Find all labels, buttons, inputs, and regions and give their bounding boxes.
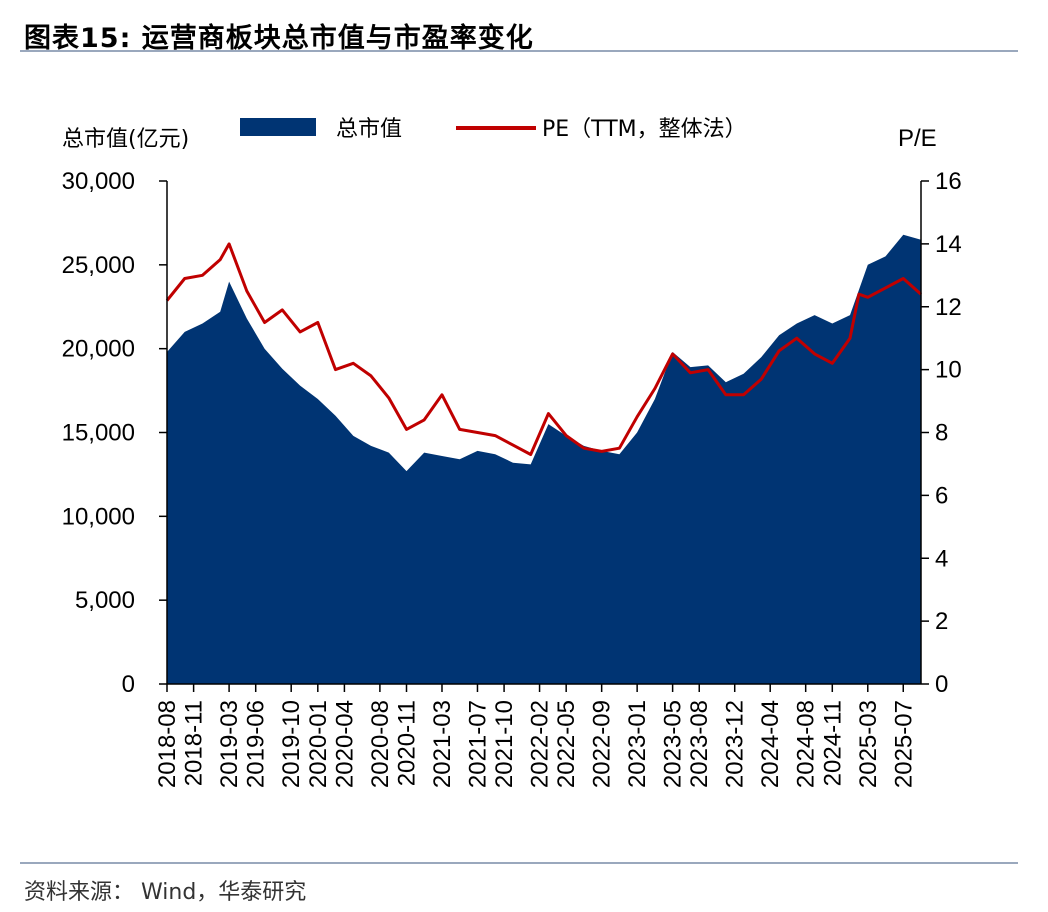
x-tick-label: 2024-08 [793,700,820,788]
x-tick-label: 2019-10 [278,700,305,788]
top-divider [20,50,1018,52]
x-tick-label: 2020-01 [305,700,332,788]
x-tick-label: 2024-04 [757,700,784,788]
right-tick-label: 8 [935,420,948,447]
figure-title: 图表15: 运营商板块总市值与市盈率变化 [24,23,534,54]
legend-label-pe: PE（TTM，整体法） [542,117,747,142]
left-tick-label: 15,000 [62,420,135,447]
left-tick-label: 5,000 [75,587,135,614]
legend-label-market-cap: 总市值 [336,117,402,142]
right-tick-label: 2 [935,608,948,635]
left-axis-title: 总市值(亿元) [62,127,189,152]
x-tick-label: 2023-01 [624,700,651,788]
source-note: 资料来源： Wind，华泰研究 [24,880,307,905]
x-tick-label: 2021-03 [429,700,456,788]
right-tick-label: 4 [935,545,948,572]
x-tick-label: 2022-05 [553,700,580,788]
legend-swatch-market-cap [240,118,316,136]
x-tick-label: 2023-08 [686,700,713,788]
left-tick-label: 30,000 [62,168,135,195]
x-tick-label: 2022-09 [589,700,616,788]
x-tick-label: 2023-12 [722,700,749,788]
x-tick-label: 2025-03 [855,700,882,788]
right-tick-label: 14 [935,231,962,258]
x-tick-label: 2018-08 [154,700,181,788]
x-tick-label: 2020-04 [331,700,358,788]
x-tick-label: 2023-05 [660,700,687,788]
legend: 总市值 PE（TTM，整体法） [240,117,747,142]
x-tick-label: 2024-11 [819,700,846,786]
x-tick-label: 2019-03 [216,700,243,788]
right-tick-label: 6 [935,482,948,509]
x-tick-label: 2021-10 [491,700,518,788]
pe-line-layer [165,242,922,456]
x-tick-label: 2022-02 [527,700,554,788]
right-tick-label: 12 [935,294,962,321]
bottom-divider [20,862,1018,864]
left-tick-label: 20,000 [62,336,135,363]
right-tick-label: 10 [935,357,962,384]
axes-layer: 0 5,000 10,000 15,000 20,000 25,000 30,000 0 2 4 6… [62,125,962,788]
market-cap-area [167,234,921,684]
left-tick-label: 10,000 [62,503,135,530]
x-tick-label: 2018-11 [181,700,208,786]
x-tick-label: 2019-06 [243,700,270,788]
x-tick-label: 2025-07 [890,700,917,788]
right-tick-label: 16 [935,168,962,195]
market-cap-area-layer [167,234,921,684]
left-tick-label: 0 [122,671,135,698]
x-tick-label: 2020-11 [394,700,421,786]
pe-line [165,242,922,456]
right-tick-label: 0 [935,671,948,698]
left-tick-label: 25,000 [62,252,135,279]
x-tick-label: 2020-08 [367,700,394,788]
x-tick-label: 2021-07 [465,700,492,788]
figure-header: 图表15: 运营商板块总市值与市盈率变化 [20,8,1020,54]
right-axis-title: P/E [898,125,937,152]
chart-canvas: 0 5,000 10,000 15,000 20,000 25,000 30,000 0 2 4 6… [62,117,962,788]
